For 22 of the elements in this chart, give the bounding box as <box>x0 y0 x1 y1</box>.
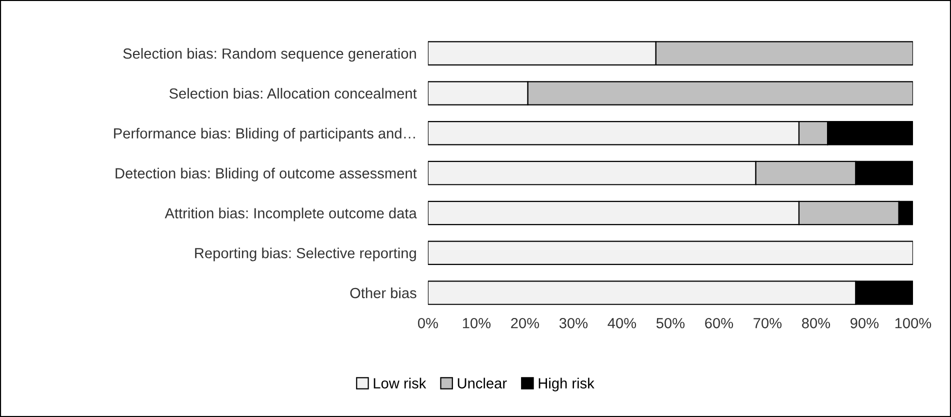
y-tick-label: Performance bias: Bliding of participants and… <box>114 128 415 142</box>
x-tick-label: 60% <box>705 318 734 328</box>
x-tick-label: 100% <box>895 318 932 328</box>
x-tick-label: 30% <box>559 318 588 328</box>
x-tick-label: 10% <box>462 318 491 328</box>
y-tick-label: Other bias <box>350 288 416 298</box>
y-tick-label: Selection bias: Random sequence generation <box>123 48 416 62</box>
x-tick-label: 50% <box>656 318 685 328</box>
legend-label: Low risk <box>374 378 426 388</box>
legend-label: Unclear <box>458 378 507 388</box>
y-tick-label: Selection bias: Allocation concealment <box>169 88 417 99</box>
x-tick-label: 0% <box>418 318 438 328</box>
x-tick-label: 40% <box>608 318 636 328</box>
x-tick-label: 90% <box>850 318 879 328</box>
y-tick-label: Reporting bias: Selective reporting <box>195 248 416 262</box>
y-tick-label: Attrition bias: Incomplete outcome data <box>164 208 417 222</box>
x-tick-label: 80% <box>802 318 830 328</box>
x-tick-label: 70% <box>754 318 782 328</box>
bar <box>428 240 913 266</box>
legend-label: High risk <box>538 378 594 392</box>
x-tick-label: 20% <box>511 318 540 328</box>
y-tick-label: Detection bias: Bliding of outcome assessment <box>116 168 417 182</box>
